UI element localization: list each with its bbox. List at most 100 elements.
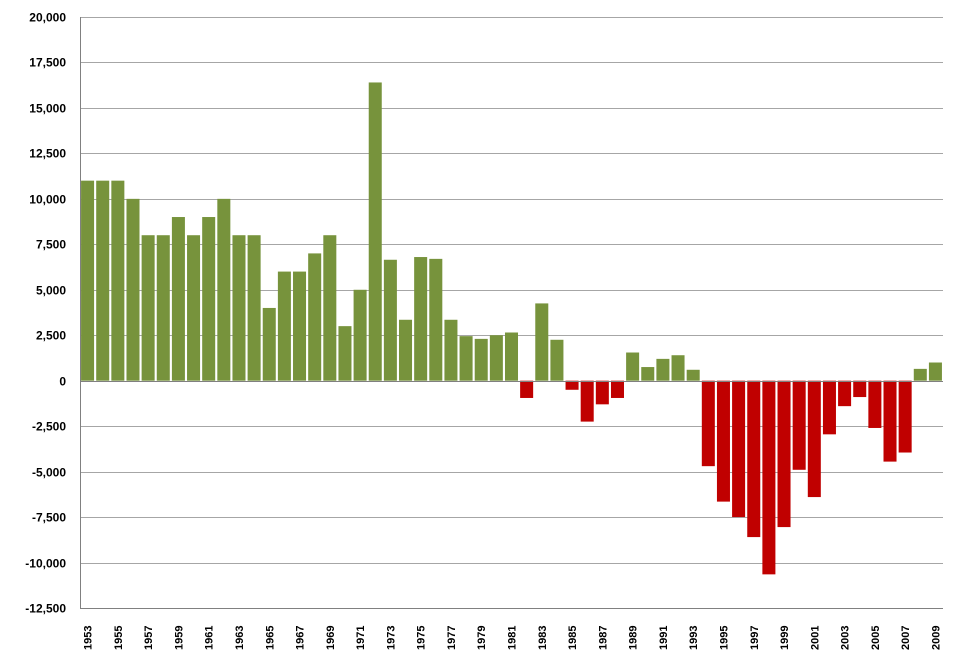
bar-1991 — [656, 358, 670, 381]
bar-1963 — [232, 235, 246, 381]
x-tick-label: 1983 — [537, 626, 549, 650]
bar-1998 — [762, 380, 776, 575]
bar-1976 — [429, 258, 443, 381]
bar-2004 — [853, 380, 867, 398]
x-tick-label: 1995 — [718, 626, 730, 650]
bar-1985 — [565, 380, 579, 390]
y-tick-label: -10,000 — [25, 557, 66, 571]
bar-1960 — [187, 235, 201, 381]
bar-1987 — [595, 380, 609, 405]
bar-1954 — [96, 180, 110, 381]
bar-1973 — [383, 259, 397, 381]
y-tick-label: 0 — [59, 375, 66, 389]
bars — [81, 82, 942, 575]
bar-1969 — [323, 235, 337, 381]
y-tick-label: 20,000 — [29, 11, 66, 25]
bar-1953 — [81, 180, 95, 381]
x-tick-label: 2001 — [809, 626, 821, 650]
bar-1988 — [610, 380, 624, 398]
bar-1956 — [126, 198, 140, 381]
y-tick-label: 12,500 — [29, 147, 66, 161]
bar-1961 — [202, 217, 216, 381]
y-axis: 20,000 17,500 15,000 12,500 10,000 7,500 5,000… — [25, 11, 66, 616]
x-tick-label: 1985 — [567, 626, 579, 650]
x-tick-label: 1975 — [416, 626, 428, 650]
x-tick-label: 1955 — [113, 626, 125, 650]
bar-1996 — [732, 380, 746, 518]
x-tick-label: 1997 — [749, 626, 761, 650]
x-tick-label: 1953 — [83, 626, 95, 650]
x-axis: 1953 1955 1957 1959 1961 1963 1965 1967 1969 1971… — [80, 17, 943, 650]
bar-2003 — [838, 380, 852, 407]
bar-1966 — [277, 271, 291, 381]
x-tick-label: 1961 — [204, 626, 216, 650]
x-tick-label: 1987 — [597, 626, 609, 650]
y-tick-label: 2,500 — [36, 329, 66, 343]
bar-1959 — [171, 217, 185, 381]
bar-1958 — [156, 235, 170, 381]
bar-2000 — [792, 380, 806, 470]
bar-1962 — [217, 198, 231, 381]
bar-1993 — [686, 369, 700, 381]
bar-1980 — [489, 335, 503, 381]
x-tick-label: 2005 — [870, 626, 882, 650]
bar-1974 — [399, 319, 413, 381]
bar-1994 — [701, 380, 715, 467]
bar-1965 — [262, 307, 276, 381]
bar-1977 — [444, 319, 458, 381]
x-tick-label: 1981 — [507, 626, 519, 650]
bar-1999 — [777, 380, 791, 528]
x-tick-label: 1971 — [355, 626, 367, 650]
x-tick-label: 1999 — [779, 626, 791, 650]
x-tick-label: 1991 — [658, 626, 670, 650]
x-tick-label: 1959 — [173, 626, 185, 650]
y-tick-label: 7,500 — [36, 238, 66, 252]
bar-1984 — [550, 339, 564, 381]
bar-2001 — [807, 380, 821, 498]
bar-2006 — [883, 380, 897, 462]
bar-1967 — [293, 271, 307, 381]
bar-2009 — [928, 362, 942, 381]
bar-1970 — [338, 326, 352, 381]
bar-1992 — [671, 355, 685, 381]
bar-1957 — [141, 235, 155, 381]
bar-1989 — [626, 352, 640, 381]
bar-1983 — [535, 303, 549, 381]
bar-2007 — [898, 380, 912, 453]
x-tick-label: 1979 — [476, 626, 488, 650]
bar-1995 — [716, 380, 730, 502]
x-tick-label: 1993 — [688, 626, 700, 650]
x-tick-label: 1967 — [295, 626, 307, 650]
bar-2002 — [822, 380, 836, 435]
x-tick-label: 2007 — [900, 626, 912, 650]
bar-1979 — [474, 338, 488, 381]
y-tick-label: 5,000 — [36, 284, 66, 298]
bar-1972 — [368, 82, 382, 381]
bar-2008 — [913, 368, 927, 381]
bar-2005 — [868, 380, 882, 428]
y-tick-label: -12,500 — [25, 602, 66, 616]
x-tick-label: 1963 — [234, 626, 246, 650]
bar-1978 — [459, 336, 473, 381]
bar-1964 — [247, 235, 261, 381]
y-tick-label: 10,000 — [29, 193, 66, 207]
y-tick-label: 15,000 — [29, 102, 66, 116]
bar-1975 — [414, 257, 428, 381]
y-tick-label: 17,500 — [29, 56, 66, 70]
bar-1986 — [580, 380, 594, 422]
y-tick-label: -2,500 — [32, 420, 66, 434]
x-tick-label: 1977 — [446, 626, 458, 650]
bar-1971 — [353, 289, 367, 381]
bar-1997 — [747, 380, 761, 538]
x-tick-label: 2009 — [930, 626, 942, 650]
bar-1955 — [111, 180, 125, 381]
x-tick-label: 1989 — [628, 626, 640, 650]
x-tick-label: 1969 — [325, 626, 337, 650]
y-tick-label: -7,500 — [32, 511, 66, 525]
bar-1981 — [504, 332, 519, 381]
bar-1990 — [641, 367, 655, 381]
y-tick-label: -5,000 — [32, 466, 66, 480]
bar-1968 — [308, 253, 322, 381]
bar-1982 — [520, 380, 534, 398]
